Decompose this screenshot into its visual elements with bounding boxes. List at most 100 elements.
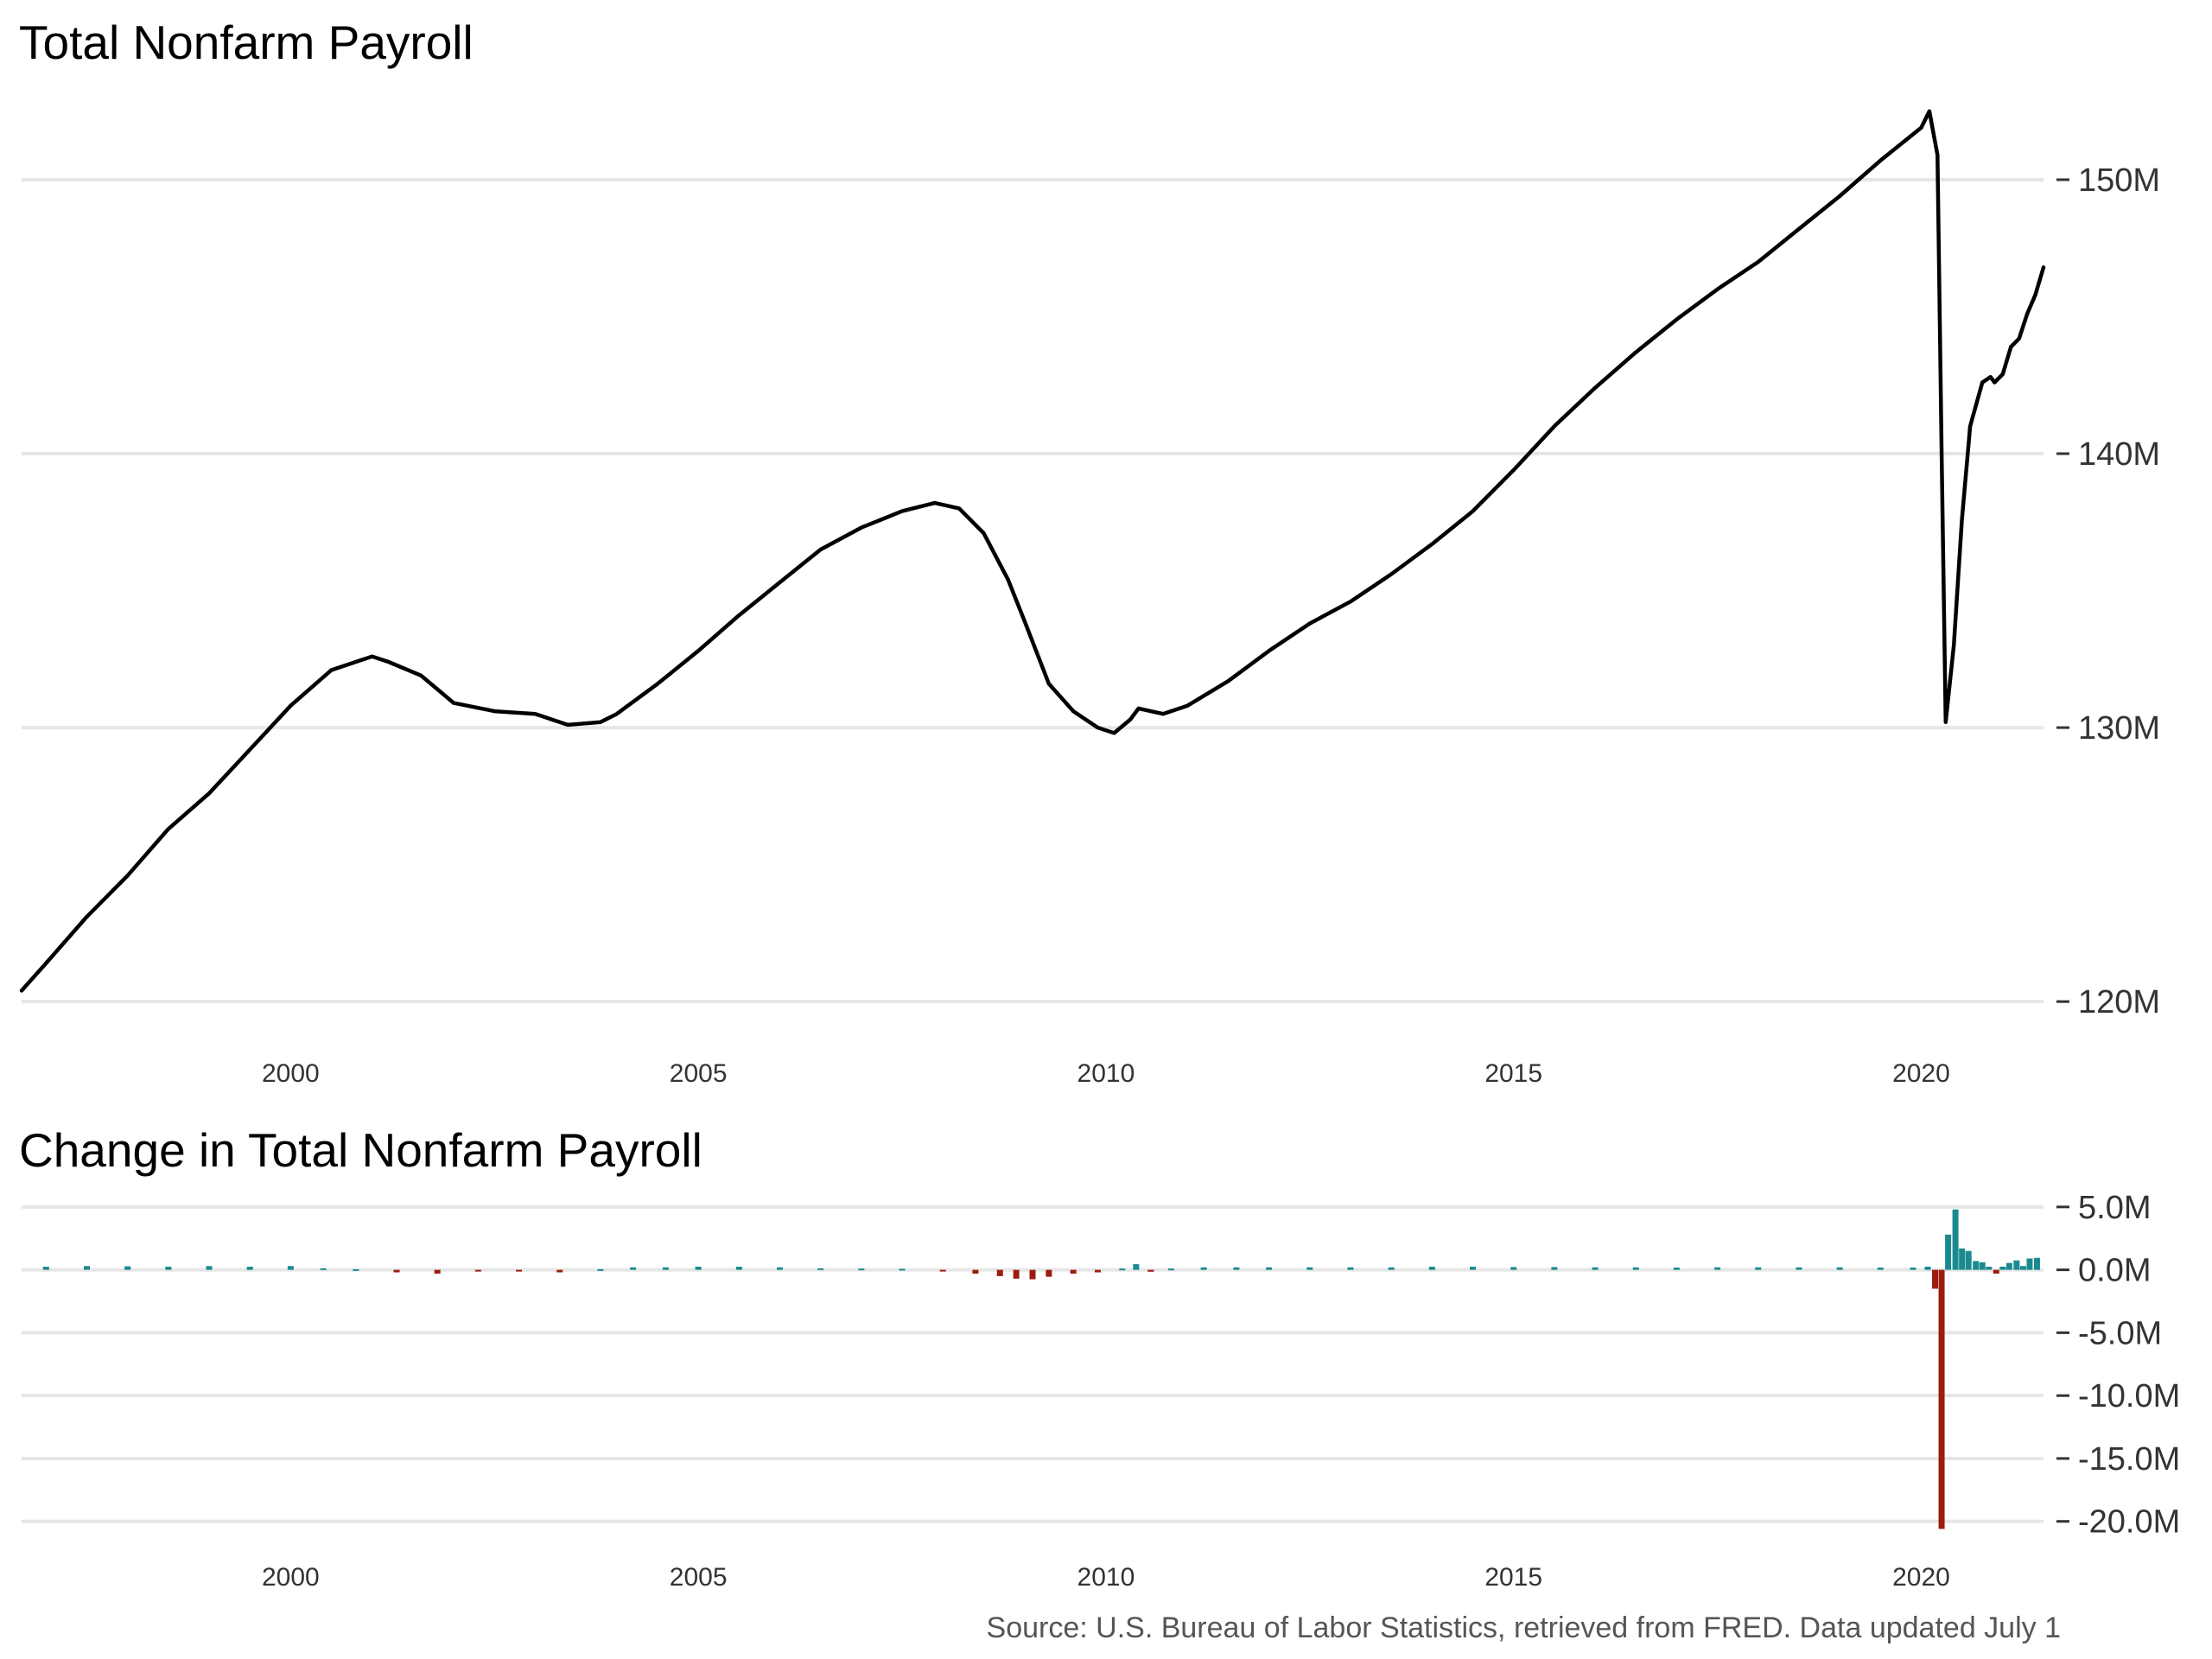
change-bar	[353, 1268, 359, 1271]
top-x-tick-label: 2000	[262, 1059, 320, 1088]
payroll-line	[19, 109, 2046, 993]
bottom-y-tick-label: 0.0M	[2078, 1253, 2151, 1289]
source-caption: Source: U.S. Bureau of Labor Statistics,…	[987, 1611, 2061, 1644]
change-bar	[662, 1267, 669, 1270]
bottom-gridlines	[22, 1205, 2044, 1523]
change-bar	[996, 1269, 1003, 1276]
change-bar	[1673, 1267, 1680, 1270]
change-bar	[1924, 1266, 1931, 1270]
payroll-change-panel: Change in Total Nonfarm Payroll 5.0M 0.0M…	[19, 1123, 2180, 1592]
change-bar	[1094, 1269, 1101, 1273]
change-bar	[1755, 1267, 1762, 1270]
change-bar	[817, 1268, 824, 1270]
change-bar	[516, 1269, 523, 1272]
change-bar	[1167, 1268, 1174, 1271]
change-bar	[972, 1269, 979, 1274]
change-bar	[1266, 1267, 1273, 1270]
top-y-tick-label: 130M	[2078, 710, 2160, 747]
bottom-x-axis: 2000 2005 2010 2015 2020	[262, 1563, 1950, 1592]
change-bar	[1938, 1269, 1945, 1529]
change-bar	[1029, 1269, 1036, 1280]
change-bar	[1013, 1269, 1020, 1279]
top-y-axis: 120M 130M 140M 150M	[2056, 162, 2160, 1020]
change-bar	[393, 1269, 400, 1273]
top-line-layer	[19, 109, 2046, 993]
change-bar	[1932, 1269, 1939, 1289]
change-bar	[735, 1266, 742, 1270]
change-bar	[320, 1268, 327, 1270]
top-x-tick-label: 2015	[1484, 1059, 1542, 1088]
change-bar	[858, 1268, 865, 1271]
change-bar	[246, 1266, 253, 1270]
change-bar	[1200, 1267, 1207, 1270]
bottom-x-tick-label: 2000	[262, 1563, 320, 1592]
change-bar	[630, 1267, 637, 1270]
top-y-tick-label: 120M	[2078, 984, 2160, 1020]
change-bar	[1993, 1269, 1999, 1274]
change-bar	[434, 1269, 441, 1274]
change-bar	[1796, 1267, 1802, 1270]
change-bar	[2013, 1260, 2020, 1270]
change-bar	[287, 1266, 294, 1270]
top-x-tick-label: 2020	[1892, 1059, 1950, 1088]
top-x-tick-label: 2005	[670, 1059, 728, 1088]
change-bar	[1592, 1267, 1599, 1270]
change-bar	[1979, 1262, 1986, 1270]
total-payroll-panel: Total Nonfarm Payroll 120M 130M 140M 150M 2…	[19, 16, 2160, 1088]
change-bar	[1388, 1267, 1395, 1270]
change-bar	[1551, 1267, 1558, 1270]
change-bar	[1470, 1266, 1477, 1270]
change-bar	[1945, 1234, 1952, 1270]
change-bar	[556, 1269, 563, 1273]
change-bar	[2019, 1266, 2026, 1270]
bottom-x-tick-label: 2005	[670, 1563, 728, 1592]
change-bar	[1836, 1267, 1843, 1270]
change-bar	[777, 1267, 783, 1270]
top-y-tick-label: 140M	[2078, 436, 2160, 473]
top-y-tick-label: 150M	[2078, 162, 2160, 199]
change-bar	[899, 1268, 906, 1271]
change-bar	[939, 1269, 946, 1272]
change-bar	[474, 1269, 481, 1272]
change-bar	[1133, 1264, 1140, 1270]
change-bar	[2026, 1258, 2033, 1270]
change-bar	[124, 1266, 131, 1270]
bottom-bar-layer	[42, 1209, 2040, 1529]
change-bar	[83, 1266, 90, 1270]
change-bar	[597, 1268, 604, 1271]
top-x-axis: 2000 2005 2010 2015 2020	[262, 1059, 1950, 1088]
bottom-y-tick-label: 5.0M	[2078, 1190, 2151, 1226]
change-bar	[2005, 1262, 2012, 1270]
change-bar	[1347, 1267, 1354, 1270]
change-bar	[1510, 1267, 1517, 1270]
bottom-x-tick-label: 2020	[1892, 1563, 1950, 1592]
bottom-chart-title: Change in Total Nonfarm Payroll	[19, 1123, 702, 1177]
change-bar	[1070, 1269, 1077, 1274]
change-bar	[1233, 1267, 1240, 1270]
change-bar	[1973, 1261, 1980, 1270]
change-bar	[1632, 1267, 1639, 1270]
bottom-y-tick-label: -5.0M	[2078, 1315, 2162, 1351]
bottom-x-tick-label: 2015	[1484, 1563, 1542, 1592]
bottom-y-axis: 5.0M 0.0M -5.0M -10.0M -15.0M -20.0M	[2056, 1190, 2180, 1541]
change-bar	[1119, 1268, 1126, 1271]
change-bar	[1999, 1266, 2006, 1270]
bottom-y-tick-label: -20.0M	[2078, 1504, 2180, 1541]
change-bar	[1714, 1267, 1721, 1270]
change-bar	[206, 1266, 213, 1270]
change-bar	[1986, 1266, 1993, 1270]
change-bar	[1147, 1269, 1154, 1272]
change-bar	[2033, 1257, 2040, 1270]
change-bar	[1910, 1267, 1916, 1270]
change-bar	[1428, 1266, 1435, 1270]
bottom-y-tick-label: -15.0M	[2078, 1441, 2180, 1478]
change-bar	[1306, 1267, 1313, 1270]
top-chart-title: Total Nonfarm Payroll	[19, 16, 474, 69]
change-bar	[1046, 1269, 1052, 1277]
change-bar	[165, 1266, 172, 1270]
top-x-tick-label: 2010	[1077, 1059, 1135, 1088]
change-bar	[1959, 1248, 1966, 1270]
change-bar	[42, 1266, 49, 1270]
bottom-y-tick-label: -10.0M	[2078, 1378, 2180, 1414]
